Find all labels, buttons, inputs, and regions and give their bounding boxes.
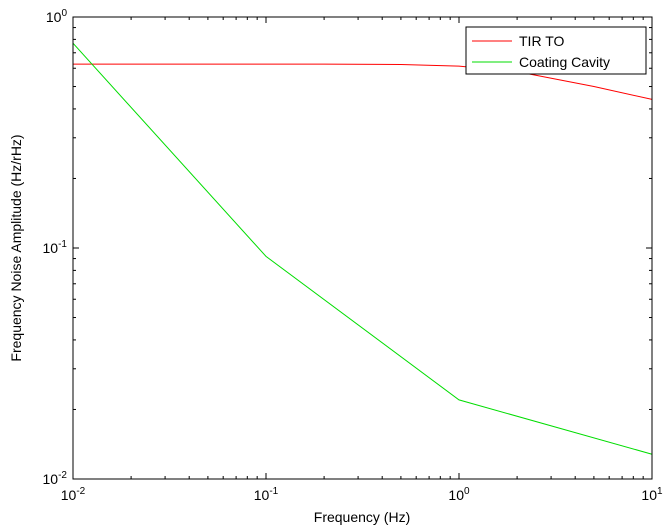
y-tick-label: 100 <box>46 8 68 25</box>
x-tick-label: 100 <box>448 486 470 503</box>
ticklabels-layer: 10-2 10-1 100 101 10-2 10-1 100 <box>43 8 663 503</box>
legend: TIR TO Coating Cavity <box>465 26 647 75</box>
ticks-layer <box>72 16 653 480</box>
y-axis-label: Frequency Noise Amplitude (Hz/rHz) <box>8 134 24 361</box>
y-tick-label: 10-2 <box>43 470 68 487</box>
series-layer <box>72 42 653 455</box>
y-tick-label: 10-1 <box>43 239 68 256</box>
x-tick-label: 10-2 <box>61 486 86 503</box>
legend-label-tir-to: TIR TO <box>519 33 564 49</box>
legend-box <box>465 26 647 75</box>
plot-area <box>73 17 652 479</box>
series-line-tir-to <box>73 63 653 100</box>
legend-label-coating-cavity: Coating Cavity <box>519 54 610 70</box>
x-tick-label: 10-1 <box>254 486 279 503</box>
series-line-coating-cavity <box>72 42 653 455</box>
x-tick-label: 101 <box>641 486 663 503</box>
x-axis-label: Frequency (Hz) <box>314 509 410 525</box>
